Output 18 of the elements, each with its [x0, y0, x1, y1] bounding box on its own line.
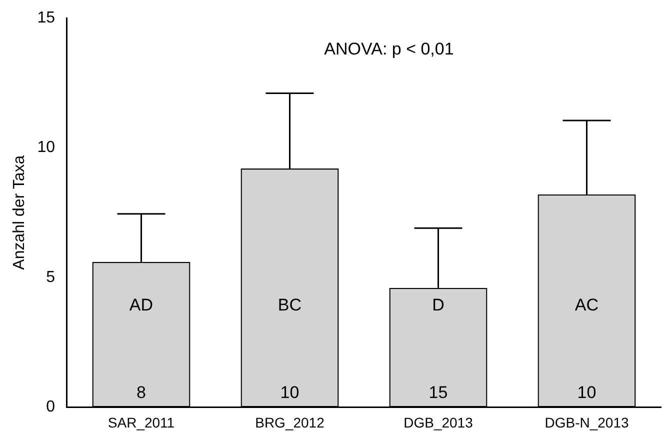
x-tick-label: SAR_2011 [108, 414, 175, 430]
annotation: AD [129, 296, 154, 315]
annotation: BC [278, 296, 302, 315]
y-tick-label: 5 [46, 268, 56, 286]
y-tick-label: 10 [37, 139, 56, 156]
annotation: AC [574, 296, 599, 315]
annotation: D [432, 296, 444, 315]
x-tick-label: DGB_2013 [404, 414, 474, 430]
annotation: 10 [577, 382, 596, 402]
y-axis-title: Anzahl der Taxa [11, 155, 28, 270]
annotation: 10 [280, 382, 300, 402]
x-tick-label: DGB-N_2013 [544, 414, 629, 430]
y-tick-label: 15 [37, 9, 56, 26]
annotation: ANOVA: p < 0,01 [324, 40, 454, 59]
annotation: 15 [428, 382, 448, 402]
y-tick-label: 0 [46, 398, 56, 416]
x-tick-label: BRG_2012 [255, 414, 325, 430]
annotation: 8 [136, 382, 146, 402]
